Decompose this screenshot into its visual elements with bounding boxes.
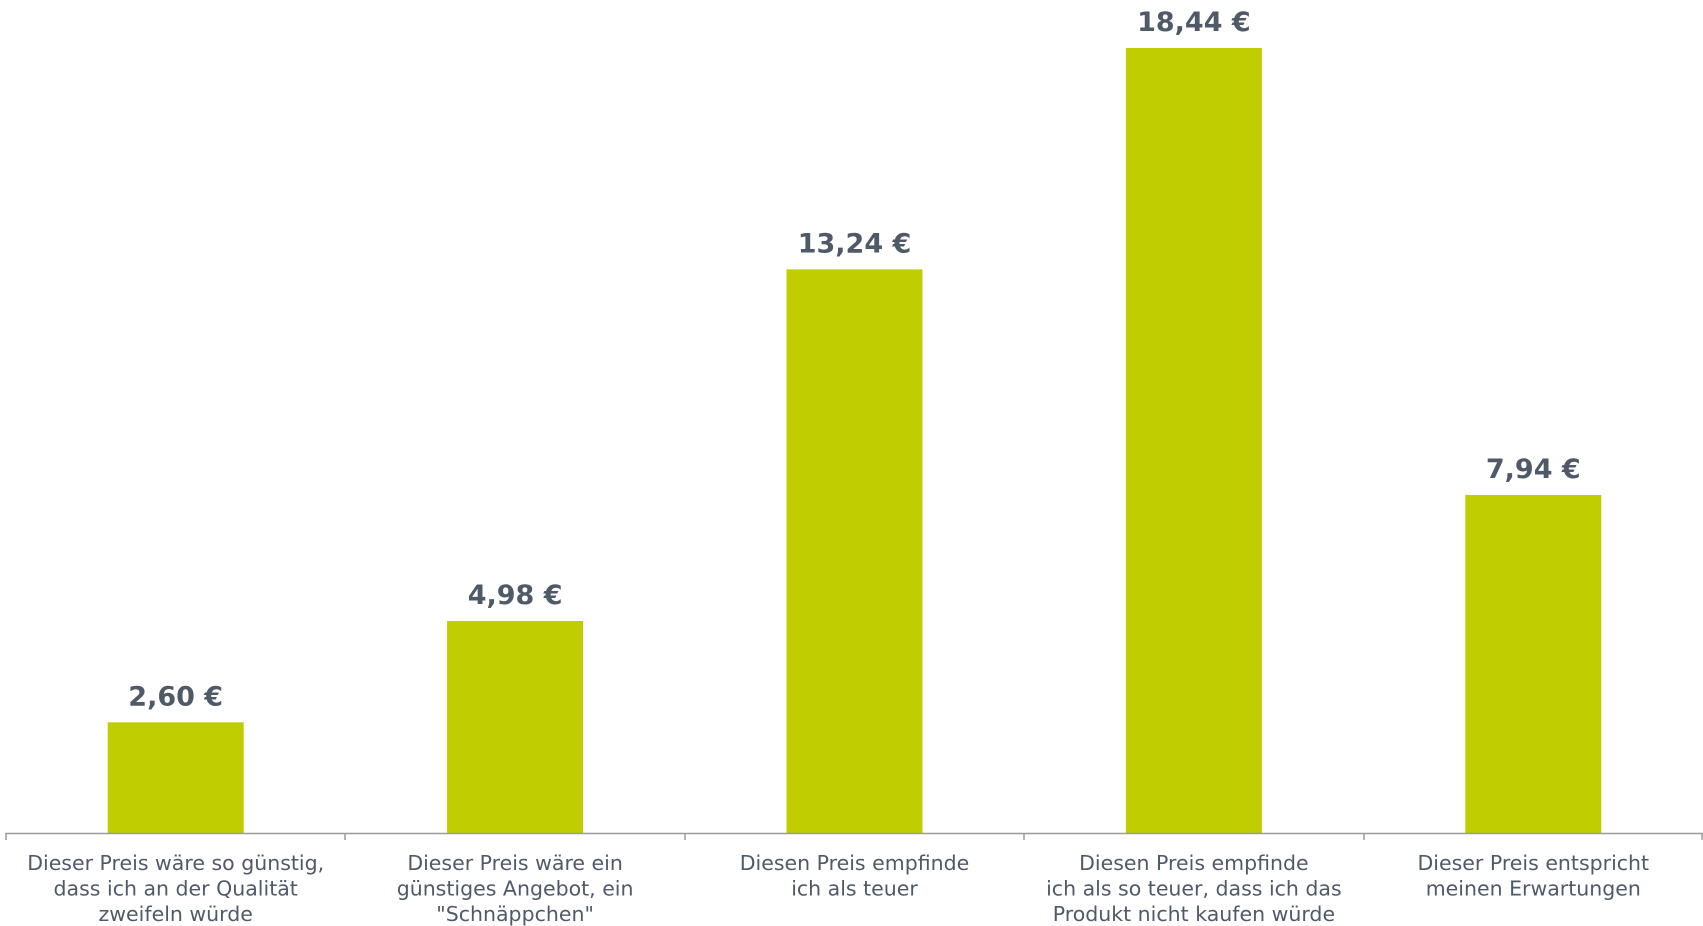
- category-label: Diesen Preis empfinde ich als teuer: [740, 851, 970, 901]
- bar: [1465, 494, 1602, 833]
- category-label-line: dass ich an der Qualität: [54, 877, 298, 901]
- category-label-line: ich als teuer: [791, 877, 918, 901]
- x-axis: [5, 832, 1703, 840]
- category-label: Dieser Preis entspricht meinen Erwartunge…: [1418, 851, 1650, 901]
- bars-layer: [107, 48, 1602, 834]
- data-label: 7,94 €: [1486, 454, 1581, 485]
- bar: [447, 620, 584, 833]
- category-label-line: Produkt nicht kaufen würde: [1053, 902, 1335, 926]
- bar: [786, 269, 923, 834]
- bar: [107, 722, 244, 833]
- data-label: 13,24 €: [798, 228, 912, 259]
- data-labels-layer: 2,60 € 4,98 € 13,24 € 18,44 € 7,94 €: [128, 7, 1580, 712]
- category-label-line: günstiges Angebot, ein: [397, 877, 634, 901]
- category-label-line: Diesen Preis empfinde: [740, 851, 970, 875]
- data-label: 2,60 €: [128, 681, 223, 712]
- category-labels-layer: Dieser Preis wäre so günstig, dass ich an…: [27, 851, 1649, 926]
- category-label: Diesen Preis empfinde ich als so teuer, d…: [1046, 851, 1342, 926]
- category-label-line: zweifeln würde: [99, 902, 253, 926]
- category-label-line: Dieser Preis entspricht: [1418, 851, 1650, 875]
- category-label: Dieser Preis wäre ein günstiges Angebot, …: [397, 851, 634, 926]
- category-label-line: Diesen Preis empfinde: [1079, 851, 1309, 875]
- data-label: 18,44 €: [1137, 7, 1251, 38]
- category-label: Dieser Preis wäre so günstig, dass ich an…: [27, 851, 324, 926]
- category-label-line: Dieser Preis wäre so günstig,: [27, 851, 324, 875]
- category-label-line: meinen Erwartungen: [1426, 877, 1641, 901]
- category-label-line: Dieser Preis wäre ein: [407, 851, 623, 875]
- category-label-line: ich als so teuer, dass ich das: [1046, 877, 1342, 901]
- data-label: 4,98 €: [468, 580, 563, 611]
- category-label-line: "Schnäppchen": [436, 902, 594, 926]
- bar: [1125, 48, 1262, 833]
